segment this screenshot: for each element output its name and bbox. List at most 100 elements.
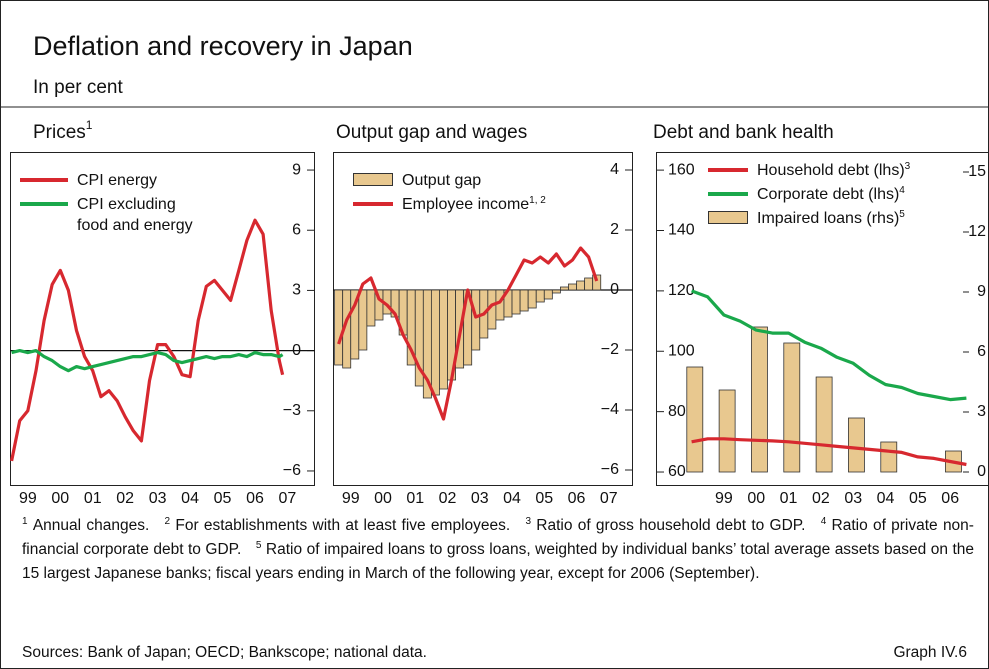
legend-text: Impaired loans (rhs) [757, 210, 900, 227]
x-tick-label: 01 [406, 490, 424, 507]
footnote: 5 Ratio of impaired loans to gross loans… [22, 540, 974, 583]
sources: Sources: Bank of Japan; OECD; Bankscope;… [22, 644, 427, 661]
bar [568, 283, 577, 291]
y-tick-label: −3 [283, 402, 301, 419]
footnote-mark: 5 [255, 540, 262, 551]
legend-note: 3 [904, 161, 911, 172]
footnotes: 1 Annual changes. 2 For establishments w… [22, 514, 974, 586]
legend-text: CPI excluding food and energy [77, 196, 193, 234]
panel-title-note: 1 [86, 118, 93, 132]
plot-frame [10, 152, 315, 486]
x-tick-label: 03 [149, 490, 167, 507]
x-tick-label: 03 [471, 490, 489, 507]
bar [815, 376, 833, 473]
footnote-mark: 3 [525, 516, 532, 527]
legend-swatch [20, 178, 68, 182]
x-tick-label: 02 [812, 490, 830, 507]
line-series [10, 218, 285, 462]
panel-title-text: Debt and bank health [653, 122, 834, 143]
bar [848, 417, 865, 473]
footnote-mark: 4 [820, 516, 827, 527]
panel-title: Prices1 [33, 118, 93, 143]
x-tick-label: 99 [715, 490, 733, 507]
panel-title-text: Prices [33, 122, 86, 143]
footnote-text: Annual changes. [32, 517, 150, 534]
x-tick-label: 00 [51, 490, 69, 507]
line-series [11, 349, 284, 373]
x-tick-label: 06 [246, 490, 264, 507]
y-tick-label: 6 [292, 221, 301, 238]
bar [495, 289, 505, 321]
y-tick-label: 2 [610, 221, 619, 238]
bar [430, 289, 440, 396]
bar [471, 289, 481, 351]
line-series [691, 437, 967, 467]
x-tick-label: 00 [374, 490, 392, 507]
y-tick-label: 4 [610, 161, 619, 178]
y-tick-label: 3 [292, 282, 301, 299]
footnote-text: For establishments with at least five em… [175, 517, 511, 534]
legend-text: Output gap [402, 172, 482, 189]
panel-title-text: Output gap and wages [336, 122, 527, 143]
legend-note: 5 [899, 209, 905, 220]
footnote-text: Ratio of gross household debt to GDP. [536, 517, 806, 534]
y2-tick-label: 6 [977, 343, 986, 360]
line-series [691, 289, 967, 402]
legend-swatch [353, 173, 393, 186]
x-tick-label: 07 [600, 490, 618, 507]
legend-text: Corporate debt (lhs) [757, 186, 900, 203]
y2-tick-label: 9 [977, 283, 986, 300]
legend-text: Employee income [402, 196, 530, 213]
y2-tick-label: 0 [977, 463, 986, 480]
legend-item: Employee income1, 2 [353, 194, 593, 215]
bar [592, 274, 602, 291]
y-tick-label: −4 [601, 401, 619, 418]
x-tick-label: 05 [909, 490, 927, 507]
footnote-text: Ratio of impaired loans to gross loans, … [22, 541, 974, 582]
y2-tick-label: 12 [968, 223, 986, 240]
plot-area [10, 218, 315, 462]
legend-swatch [20, 202, 68, 206]
y-tick-label: −6 [601, 461, 619, 478]
legend-swatch [353, 202, 393, 206]
plot-area [686, 289, 967, 473]
x-tick-label: 07 [279, 490, 297, 507]
bar [584, 277, 594, 291]
bar [783, 342, 801, 473]
footnote: 3 Ratio of gross household debt to GDP. [525, 516, 806, 535]
x-tick-label: 99 [19, 490, 37, 507]
bar [576, 280, 586, 291]
legend-label: Corporate debt (lhs)4 [757, 184, 905, 205]
legend-label: CPI energy [77, 170, 157, 191]
footnote-mark: 1 [22, 516, 28, 527]
bar [718, 389, 736, 473]
bar [511, 289, 521, 315]
y-tick-label: 80 [668, 403, 686, 420]
bar [551, 289, 561, 294]
bar [686, 366, 704, 473]
y2-tick-label: 15 [968, 163, 986, 180]
x-tick-label: 04 [503, 490, 521, 507]
y-tick-label: 9 [292, 161, 301, 178]
y-tick-label: 160 [668, 161, 695, 178]
x-tick-label: 05 [535, 490, 553, 507]
bar [439, 289, 448, 390]
bar [880, 441, 898, 473]
legend-text: Household debt (lhs) [757, 162, 905, 179]
y-tick-label: −2 [601, 341, 619, 358]
legend-label: Output gap [402, 170, 481, 191]
x-tick-label: 00 [747, 490, 765, 507]
y2-tick-label: 3 [977, 403, 986, 420]
y-tick-label: 100 [668, 342, 695, 359]
bar [366, 289, 376, 327]
bar [358, 289, 368, 351]
x-tick-label: 01 [84, 490, 102, 507]
footnote-text: Ratio of private non-financial corporate… [22, 517, 974, 558]
bar [543, 289, 553, 300]
legend-note: 1, 2 [529, 195, 546, 206]
bar [527, 289, 537, 309]
